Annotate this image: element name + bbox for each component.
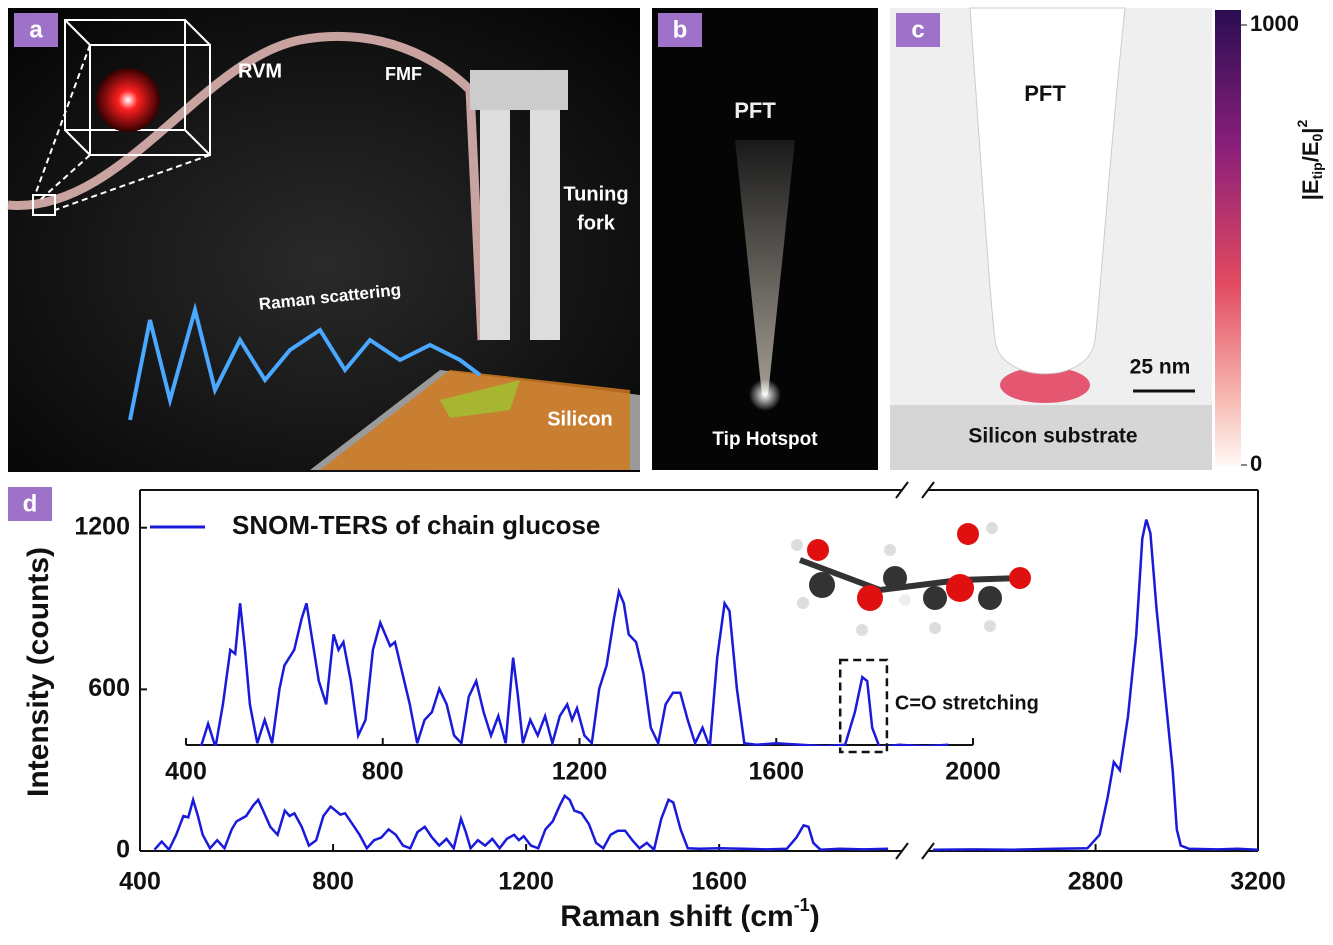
label-part: 2 — [1294, 120, 1310, 128]
inset-x-tick-label: 1600 — [748, 758, 804, 786]
panel-label: c — [911, 16, 924, 43]
molecule — [791, 522, 1031, 636]
label: 25 nm — [1130, 356, 1191, 379]
colorbar-tick-label: 1000 — [1250, 11, 1299, 36]
label: Silicon substrate — [968, 425, 1137, 448]
x-tick-label: 1600 — [691, 868, 747, 896]
y-tick-label: 1200 — [74, 512, 130, 540]
hotspot — [749, 379, 781, 411]
colorbar — [1215, 10, 1241, 465]
x-tick-label: 800 — [312, 868, 354, 896]
y-axis-label: Intensity (counts) — [22, 547, 55, 797]
fork-holder — [470, 70, 568, 110]
colorbar-tick-label: 0 — [1250, 451, 1262, 476]
label-part: |E — [1298, 179, 1323, 200]
panel-a: a RVM FMF Tuning fork Raman scattering S… — [8, 8, 640, 472]
label: FMF — [385, 64, 422, 84]
inset-x-tick-label: 2000 — [945, 758, 1001, 786]
panel-c: c PFT 25 nm Silicon substrate |Etip/E0|2 — [890, 8, 1325, 470]
label-part: -1 — [794, 895, 810, 915]
label: RVM — [238, 60, 282, 82]
label: Tuning — [563, 183, 628, 205]
label: PFT — [1024, 81, 1066, 106]
x-axis-label: Raman shift (cm-1) — [560, 895, 819, 933]
inset-x-tick-label: 400 — [165, 758, 207, 786]
panel-label: a — [29, 16, 43, 43]
vortex-mode — [96, 68, 160, 132]
label-part: Raman shift (cm — [560, 900, 793, 933]
inset-x-tick-label: 800 — [362, 758, 404, 786]
y-tick-label: 0 — [116, 836, 130, 864]
panel-label: b — [673, 16, 688, 43]
label: Silicon — [547, 408, 613, 430]
label: Tip Hotspot — [712, 429, 818, 450]
inset-x-tick-label: 1200 — [552, 758, 608, 786]
figure: a RVM FMF Tuning fork Raman scattering S… — [0, 0, 1333, 945]
fork-arm — [530, 110, 560, 340]
annotation: C=O stretching — [895, 692, 1039, 714]
label: PFT — [734, 98, 776, 123]
panel-b: b PFT Tip Hotspot — [652, 8, 878, 470]
x-tick-label: 1200 — [498, 868, 554, 896]
label-part: /E — [1298, 142, 1323, 163]
label-part: 0 — [1309, 134, 1325, 142]
x-tick-label: 3200 — [1230, 868, 1286, 896]
x-tick-label: 2800 — [1068, 868, 1124, 896]
label-part: tip — [1309, 162, 1325, 179]
label: fork — [577, 212, 616, 234]
y-tick-label: 600 — [88, 674, 130, 702]
fork-arm — [480, 110, 510, 340]
panel-label: d — [23, 490, 38, 517]
label-part: ) — [810, 900, 820, 933]
colorbar-label: |Etip/E0|2 — [1294, 120, 1325, 201]
legend-label: SNOM-TERS of chain glucose — [232, 510, 600, 540]
x-tick-label: 400 — [119, 868, 161, 896]
